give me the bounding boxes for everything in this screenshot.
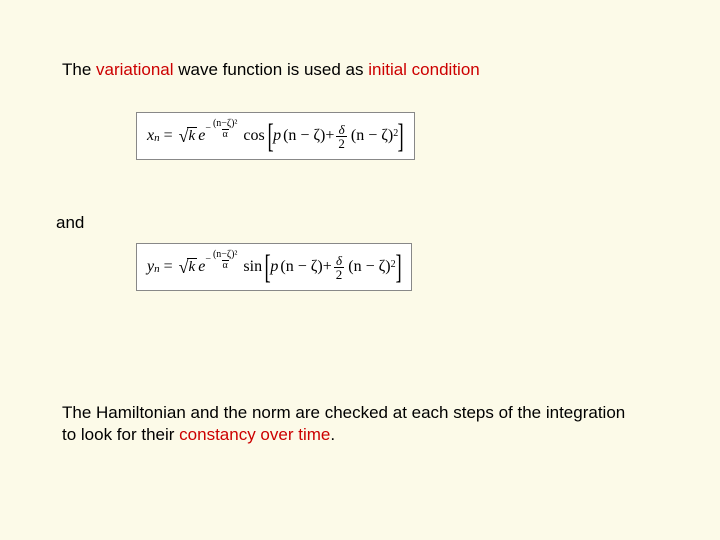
eq1-trig: cos: [243, 127, 264, 145]
eq1-exponent: − (n−ζ)² α: [205, 126, 239, 147]
eq2-lbracket: [: [265, 254, 271, 281]
eq2-lhs-sub: n: [154, 263, 160, 275]
eq2-inner: p(n − ζ) + δ 2 (n − ζ)2: [270, 254, 395, 281]
eq2-exponent: − (n−ζ)² α: [205, 257, 239, 278]
eq2-sqrt: √k: [179, 258, 198, 276]
equation-xn: xn = √k e − (n−ζ)² α cos [ p(n − ζ) + δ: [136, 112, 415, 160]
eq1-equals: =: [160, 127, 177, 145]
intro-mid2: is used as: [282, 60, 368, 79]
eq2-equals: =: [160, 258, 177, 276]
eq1-e: e: [198, 127, 205, 145]
intro-pre: The: [62, 60, 96, 79]
para-pre: The Hamiltonian and the norm are checked…: [62, 403, 625, 444]
eq2-lhs-var: y: [147, 258, 154, 276]
eq1-lhs-var: x: [147, 127, 154, 145]
and-label: and: [56, 213, 84, 233]
eq1-sqrt: √k: [179, 127, 198, 145]
intro-red1: variational: [96, 60, 174, 79]
equation-yn: yn = √k e − (n−ζ)² α sin [ p(n − ζ) + δ: [136, 243, 412, 291]
eq2-e: e: [198, 258, 205, 276]
intro-red2: initial condition: [368, 60, 480, 79]
eq1-inner: p(n − ζ) + δ 2 (n − ζ)2: [273, 123, 398, 150]
intro-line: The variational wave function is used as…: [62, 60, 480, 80]
eq1-rbracket: ]: [398, 123, 404, 150]
eq1-lhs-sub: n: [154, 132, 160, 144]
eq2-trig: sin: [243, 258, 262, 276]
eq2-rbracket: ]: [395, 254, 401, 281]
para-post: .: [330, 425, 335, 444]
eq1-lbracket: [: [267, 123, 273, 150]
intro-mid1: wave function: [174, 60, 283, 79]
bottom-paragraph: The Hamiltonian and the norm are checked…: [62, 402, 642, 446]
para-red: constancy over time: [179, 425, 330, 444]
